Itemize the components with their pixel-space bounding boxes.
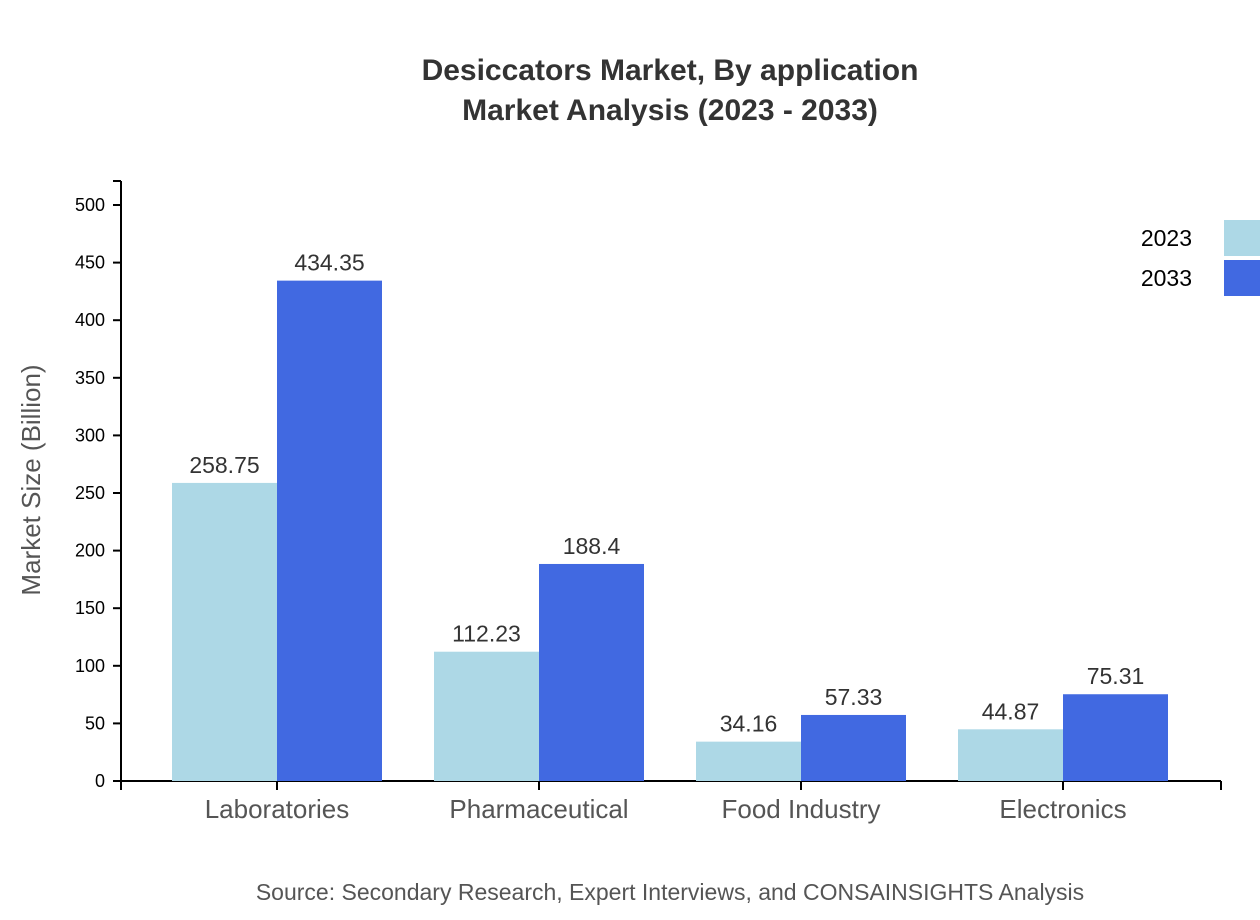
- y-tick-label: 250: [75, 483, 105, 503]
- x-tick-label: Electronics: [999, 794, 1126, 824]
- bar-2033: [1063, 694, 1168, 781]
- x-tick-label: Food Industry: [722, 794, 881, 824]
- chart-title: Desiccators Market, By application: [422, 54, 919, 87]
- y-tick-label: 0: [95, 771, 105, 791]
- data-label: 75.31: [1087, 663, 1145, 689]
- y-tick-label: 400: [75, 310, 105, 330]
- legend-label: 2023: [1141, 225, 1192, 251]
- x-tick-label: Laboratories: [205, 794, 350, 824]
- legend: 2023 2033: [1141, 220, 1260, 296]
- chart-subtitle: Market Analysis (2023 - 2033): [462, 94, 878, 127]
- y-tick-label: 50: [85, 713, 105, 733]
- data-label: 188.4: [563, 533, 621, 559]
- data-label: 434.35: [294, 250, 364, 276]
- plot-area: 0 50 100 150 200 250 300 350 400 450 500 Laboratori…: [75, 180, 1222, 824]
- bar-2023: [434, 651, 539, 781]
- y-tick-label: 500: [75, 195, 105, 215]
- data-label: 258.75: [189, 452, 259, 478]
- bar-2033: [801, 714, 906, 781]
- y-tick-label: 450: [75, 253, 105, 273]
- data-label: 57.33: [825, 684, 883, 710]
- y-tick-label: 200: [75, 541, 105, 561]
- bar-2023: [958, 729, 1063, 781]
- y-axis-label: Market Size (Billion): [16, 364, 46, 595]
- y-tick-label: 300: [75, 425, 105, 445]
- bar-2033: [539, 563, 644, 781]
- data-label: 34.16: [720, 711, 778, 737]
- bar-2023: [172, 482, 277, 781]
- legend-swatch: [1224, 220, 1260, 256]
- bar-2033: [277, 280, 382, 781]
- y-tick-label: 350: [75, 368, 105, 388]
- x-tick-label: Pharmaceutical: [449, 794, 628, 824]
- data-label: 112.23: [452, 621, 521, 647]
- y-tick-label: 100: [75, 656, 105, 676]
- y-tick-label: 150: [75, 598, 105, 618]
- source-note: Source: Secondary Research, Expert Inter…: [256, 879, 1084, 905]
- data-label: 44.87: [982, 698, 1040, 724]
- bar-2023: [696, 741, 801, 781]
- legend-swatch: [1224, 260, 1260, 296]
- legend-label: 2033: [1141, 265, 1192, 291]
